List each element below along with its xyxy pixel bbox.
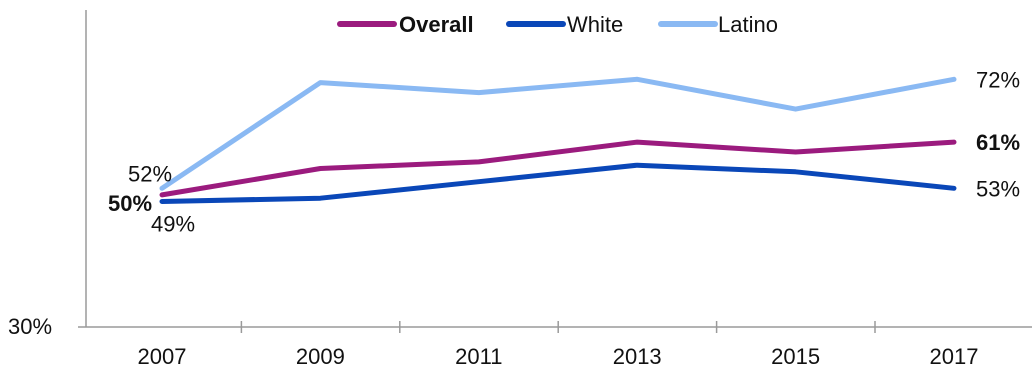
- x-tick-label-2017: 2017: [930, 344, 979, 369]
- legend-label-latino: Latino: [718, 12, 778, 37]
- series-line-white: [159, 162, 957, 204]
- data-label-white-2017: 53%: [976, 176, 1020, 201]
- x-tick-label-2011: 2011: [455, 344, 502, 369]
- x-tick-label-2015: 2015: [771, 344, 820, 369]
- data-label-overall-2007: 50%: [108, 191, 152, 216]
- legend-label-overall: Overall: [399, 12, 474, 37]
- x-tick-label-2009: 2009: [296, 344, 345, 369]
- data-label-overall-2017: 61%: [976, 130, 1020, 155]
- data-label-white-2007: 49%: [151, 212, 195, 237]
- x-ticks: 2007 2009 2011 2013 2015 2017: [138, 321, 979, 369]
- series-lines: [159, 76, 957, 204]
- axes: 30%: [8, 10, 1032, 339]
- x-tick-label-2013: 2013: [613, 344, 662, 369]
- legend-label-white: White: [567, 12, 623, 37]
- y-tick-label-30: 30%: [8, 314, 52, 339]
- data-labels: 52% 50%49% 72% 61% 53%: [108, 67, 1020, 236]
- legend: Overall White Latino: [337, 12, 778, 37]
- series-line-overall: [159, 139, 957, 198]
- data-label-latino-2017: 72%: [976, 67, 1020, 92]
- x-tick-label-2007: 2007: [138, 344, 187, 369]
- data-label-latino-2007: 52%: [128, 161, 172, 186]
- series-line-latino: [159, 76, 957, 191]
